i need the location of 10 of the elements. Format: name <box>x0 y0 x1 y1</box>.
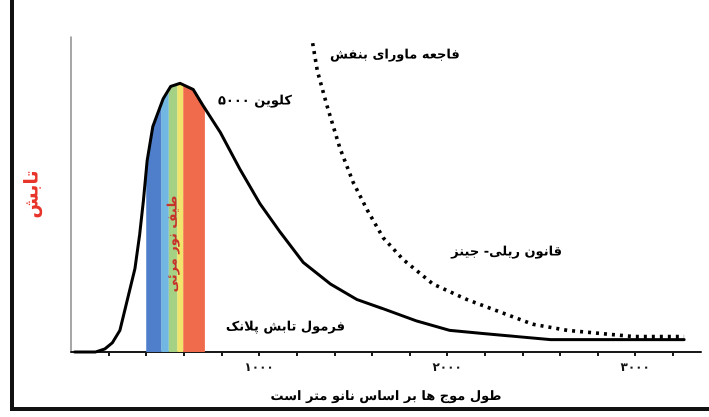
text: قانون ریلی- جینز <box>450 244 562 260</box>
x-tick-label: ۳۰۰۰ <box>620 360 650 374</box>
y-axis-title: تابش <box>20 170 42 219</box>
x-tick-label: ۱۰۰۰ <box>244 360 274 374</box>
x-axis-title: طول موج ها بر اساس نانو متر است <box>270 389 502 404</box>
annotation: فاجعه ماورای بنفش <box>330 48 460 62</box>
x-tick-label: ۲۰۰۰ <box>432 360 462 374</box>
series-label: فرمول تابش پلانک <box>226 320 345 334</box>
band-label: طیف نور مرئی <box>166 196 181 292</box>
annotation: کلوین ۵۰۰۰ <box>218 94 292 108</box>
